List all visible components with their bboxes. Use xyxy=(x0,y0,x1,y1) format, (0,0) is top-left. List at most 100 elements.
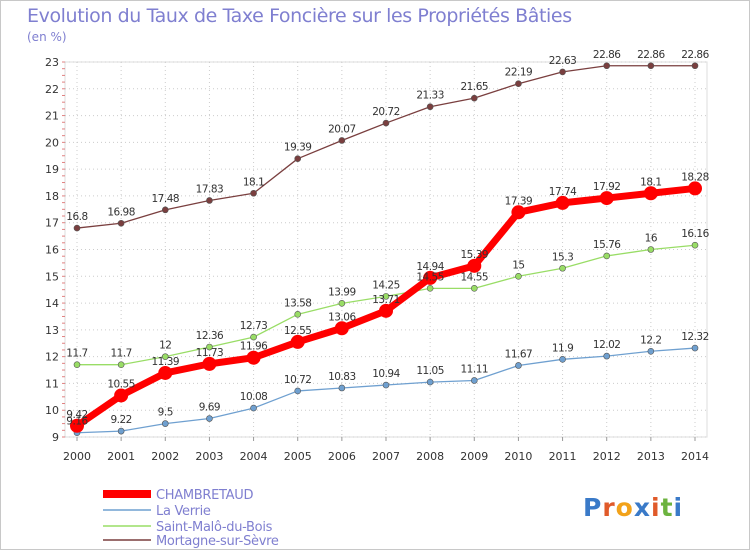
data-point xyxy=(515,80,522,87)
data-label: 16.16 xyxy=(681,228,709,240)
data-point xyxy=(206,415,213,422)
data-point xyxy=(334,321,349,336)
y-tick-label: 11 xyxy=(45,377,59,390)
y-tick-label: 22 xyxy=(45,83,59,96)
data-point xyxy=(426,378,434,386)
data-label: 12.73 xyxy=(240,320,268,332)
data-point xyxy=(294,387,302,395)
data-label: 17.92 xyxy=(593,181,621,193)
data-label: 12.36 xyxy=(196,330,224,342)
y-tick-label: 19 xyxy=(45,163,59,176)
data-label: 15 xyxy=(512,259,524,271)
y-axis-unit: (en %) xyxy=(27,30,67,44)
data-label: 11.96 xyxy=(240,341,268,353)
data-label: 11.7 xyxy=(110,348,131,360)
data-label: 11.73 xyxy=(196,347,224,359)
y-tick-label: 12 xyxy=(45,351,59,364)
data-label: 22.86 xyxy=(593,49,621,61)
data-point xyxy=(647,246,655,253)
data-label: 18.1 xyxy=(640,176,661,188)
data-point xyxy=(470,94,478,102)
data-point xyxy=(382,293,390,300)
data-point xyxy=(114,388,129,403)
data-label: 14.94 xyxy=(416,261,444,273)
data-point xyxy=(559,264,566,272)
data-label: 17.39 xyxy=(505,195,533,207)
data-point xyxy=(691,344,699,352)
data-label: 22.19 xyxy=(505,67,533,79)
data-point xyxy=(559,356,566,363)
data-label: 15.76 xyxy=(593,239,621,251)
x-tick-label: 2002 xyxy=(151,450,179,463)
data-point xyxy=(294,155,302,162)
data-label: 17.74 xyxy=(549,186,577,198)
data-label: 9.5 xyxy=(158,407,173,419)
data-label: 11.9 xyxy=(552,342,573,354)
data-label: 10.83 xyxy=(328,371,356,383)
data-point xyxy=(70,418,84,433)
x-tick-label: 2001 xyxy=(107,450,135,463)
data-label: 13.99 xyxy=(328,286,356,298)
data-point xyxy=(117,361,125,368)
x-tick-label: 2007 xyxy=(372,450,400,463)
data-label: 13.71 xyxy=(372,294,400,306)
legend-label: Mortagne-sur-Sèvre xyxy=(156,534,279,549)
data-point xyxy=(423,270,438,285)
data-label: 10.55 xyxy=(107,378,135,390)
data-label: 17.48 xyxy=(152,193,180,205)
y-tick-label: 15 xyxy=(45,270,59,283)
data-point xyxy=(511,205,526,220)
y-tick-label: 13 xyxy=(45,324,59,337)
data-point xyxy=(603,352,611,360)
x-tick-label: 2013 xyxy=(637,450,665,463)
data-label: 9.16 xyxy=(66,416,88,428)
y-tick-label: 16 xyxy=(45,244,59,257)
data-label: 18.28 xyxy=(681,171,709,183)
data-point xyxy=(643,186,658,201)
data-label: 9.69 xyxy=(199,402,220,414)
data-point xyxy=(161,353,169,360)
data-label: 16.8 xyxy=(66,211,87,223)
data-point xyxy=(379,303,393,318)
data-label: 20.72 xyxy=(372,106,400,118)
y-tick-label: 14 xyxy=(45,297,59,310)
data-point xyxy=(338,384,346,392)
legend-label: CHAMBRETAUD xyxy=(156,488,253,503)
y-tick-label: 20 xyxy=(45,136,59,149)
data-point xyxy=(599,191,614,206)
data-point xyxy=(250,404,257,412)
data-point xyxy=(691,62,699,70)
data-label: 12.55 xyxy=(284,325,312,337)
data-point xyxy=(246,350,261,365)
legend-label: La Verrie xyxy=(156,504,211,519)
data-label: 11.7 xyxy=(66,348,87,360)
data-point xyxy=(647,62,655,70)
data-point xyxy=(161,206,169,214)
x-tick-label: 2006 xyxy=(328,450,356,463)
data-label: 22.86 xyxy=(637,49,665,61)
data-point xyxy=(691,241,699,249)
x-tick-label: 2003 xyxy=(195,450,223,463)
data-label: 14.55 xyxy=(416,271,444,283)
data-point xyxy=(382,381,390,389)
x-tick-label: 2008 xyxy=(416,450,444,463)
data-point xyxy=(158,365,173,380)
x-tick-label: 2012 xyxy=(593,450,621,463)
data-point xyxy=(470,377,478,384)
legend-label: Saint-Malô-du-Bois xyxy=(156,520,273,535)
data-point xyxy=(202,356,217,371)
x-tick-label: 2005 xyxy=(284,450,312,463)
y-tick-label: 23 xyxy=(45,56,59,69)
data-label: 12.2 xyxy=(640,334,661,346)
x-tick-label: 2009 xyxy=(460,450,488,463)
data-label: 21.65 xyxy=(461,81,489,93)
data-label: 16 xyxy=(645,233,658,245)
x-tick-label: 2014 xyxy=(681,450,709,463)
data-point xyxy=(73,224,81,232)
data-point xyxy=(647,347,655,355)
data-label: 10.08 xyxy=(240,391,268,403)
y-tick-label: 21 xyxy=(45,110,59,123)
data-point xyxy=(603,62,611,70)
chart-title: Evolution du Taux de Taxe Foncière sur l… xyxy=(27,5,572,27)
